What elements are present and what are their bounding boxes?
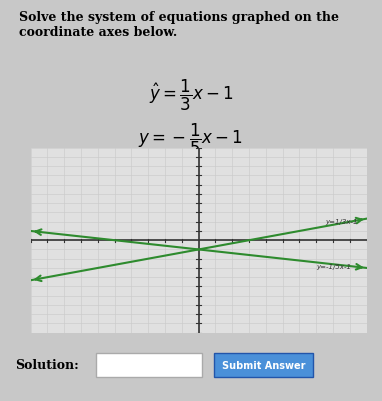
Text: $y = -\dfrac{1}{5}x - 1$: $y = -\dfrac{1}{5}x - 1$ xyxy=(138,122,244,157)
Text: $\hat{y} = \dfrac{1}{3}x - 1$: $\hat{y} = \dfrac{1}{3}x - 1$ xyxy=(149,77,233,113)
Text: Solution:: Solution: xyxy=(15,358,79,371)
Text: y=1/3x-1: y=1/3x-1 xyxy=(325,218,357,224)
Text: y=-1/5x-1: y=-1/5x-1 xyxy=(316,263,351,269)
Text: Solve the system of equations graphed on the coordinate axes below.: Solve the system of equations graphed on… xyxy=(19,11,339,39)
FancyBboxPatch shape xyxy=(96,353,202,377)
FancyBboxPatch shape xyxy=(214,353,313,377)
Text: Submit Answer: Submit Answer xyxy=(222,360,305,370)
